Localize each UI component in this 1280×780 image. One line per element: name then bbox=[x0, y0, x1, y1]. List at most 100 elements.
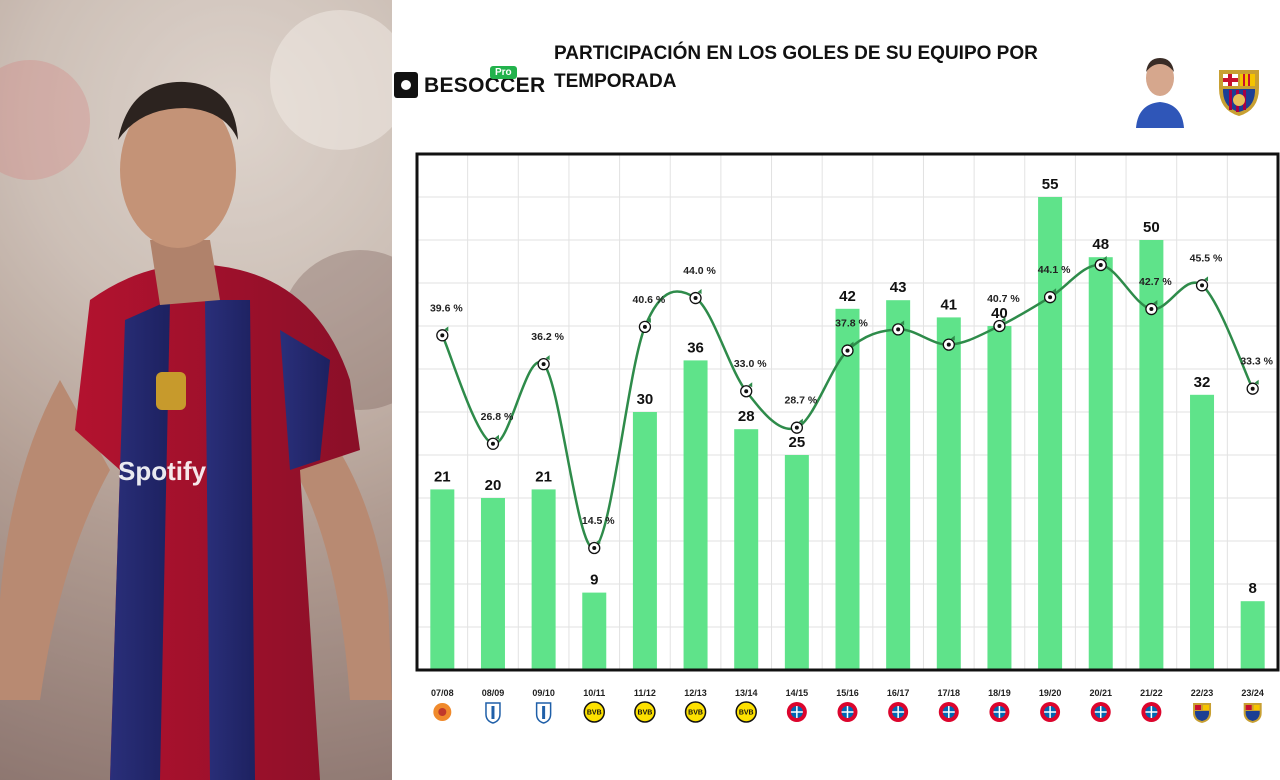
bayern-munich-crest-icon bbox=[837, 702, 858, 722]
soccer-ball-icon bbox=[689, 289, 702, 305]
chart-title: PARTICIPACIÓN EN LOS GOLES DE SU EQUIPO … bbox=[554, 43, 1038, 92]
ball-arrow bbox=[798, 418, 803, 424]
soccer-ball-icon bbox=[436, 326, 449, 342]
ball-patch bbox=[1048, 295, 1053, 300]
club-icons: BVB BVB BVB BVB bbox=[433, 701, 1262, 724]
bar-value-label: 43 bbox=[890, 279, 907, 296]
ball-arrow bbox=[1052, 288, 1057, 294]
bayern-munich-crest-icon bbox=[888, 702, 909, 722]
ball-arrow bbox=[748, 382, 753, 388]
soccer-ball-icon bbox=[486, 434, 500, 450]
bar-13-14 bbox=[734, 429, 759, 670]
bar-07-08 bbox=[430, 489, 455, 670]
borussia-dortmund-crest-icon: BVB bbox=[735, 701, 757, 723]
crest-letters: BVB bbox=[587, 710, 602, 717]
player-photo-illustration: Spotify bbox=[0, 0, 392, 780]
bar-18-19 bbox=[987, 326, 1012, 670]
bayern-munich-crest-icon bbox=[786, 702, 807, 722]
fc-barcelona-small-crest-icon bbox=[1193, 703, 1212, 723]
ball-patch bbox=[744, 389, 749, 394]
bar-value-label: 9 bbox=[590, 572, 598, 589]
ball-patch bbox=[1149, 307, 1154, 312]
share-value-label: 28.7 % bbox=[785, 395, 818, 407]
bars bbox=[430, 197, 1265, 670]
ball-arrow bbox=[849, 341, 854, 347]
svg-text:Spotify: Spotify bbox=[118, 456, 207, 486]
ball-arrow bbox=[596, 539, 601, 544]
crest-cross bbox=[1195, 705, 1202, 710]
bar-value-label: 55 bbox=[1042, 176, 1059, 193]
bayern-munich-crest-icon bbox=[989, 702, 1010, 722]
bar-08-09 bbox=[480, 498, 505, 670]
ball-arrow bbox=[444, 326, 449, 332]
bar-value-label: 48 bbox=[1092, 236, 1109, 253]
player-photo: Spotify bbox=[0, 0, 392, 780]
crest-diamonds bbox=[1044, 706, 1057, 718]
share-labels: 39.6 % 26.8 % 36.2 % 14.5 % 40.6 % 44.0 % 33.0… bbox=[430, 252, 1274, 527]
bar-14-15 bbox=[784, 455, 809, 670]
soccer-ball-icon bbox=[942, 335, 955, 351]
bar-value-label: 21 bbox=[535, 468, 552, 485]
bayern-munich-crest-icon bbox=[1040, 702, 1061, 722]
crest-senyera bbox=[1253, 705, 1260, 710]
x-tick-label: 23/24 bbox=[1241, 688, 1264, 698]
crest-blaugrana bbox=[1245, 711, 1260, 721]
x-tick-label: 15/16 bbox=[836, 688, 859, 698]
soccer-ball-icon bbox=[638, 317, 652, 334]
ball-patch bbox=[896, 327, 901, 332]
x-tick-label: 17/18 bbox=[938, 688, 961, 698]
x-tick-label: 08/09 bbox=[482, 688, 505, 698]
bar-10-11 bbox=[582, 592, 607, 670]
crest-stripe bbox=[491, 706, 495, 719]
crest-letters: BVB bbox=[739, 710, 754, 717]
ball-patch bbox=[1200, 283, 1205, 288]
ball-patch bbox=[946, 342, 951, 347]
bar-20-21 bbox=[1088, 257, 1113, 670]
x-tick-label: 09/10 bbox=[532, 688, 555, 698]
bayern-munich-crest-icon bbox=[938, 702, 959, 722]
x-tick-label: 21/22 bbox=[1140, 688, 1163, 698]
x-tick-label: 10/11 bbox=[583, 688, 605, 698]
znicz-pruszkow-crest-icon bbox=[433, 703, 452, 721]
lech-poznan-crest-icon bbox=[485, 702, 501, 724]
soccer-ball-icon bbox=[1145, 300, 1158, 316]
soccer-ball-icon bbox=[1195, 276, 1209, 292]
share-value-label: 40.6 % bbox=[633, 294, 666, 306]
ball-arrow bbox=[1204, 276, 1209, 282]
share-value-label: 14.5 % bbox=[582, 515, 615, 527]
crest-diamonds bbox=[942, 706, 955, 718]
share-value-label: 33.0 % bbox=[734, 358, 767, 370]
soccer-ball-icon bbox=[588, 539, 601, 555]
bar-11-12 bbox=[632, 412, 657, 670]
chart-frame bbox=[415, 152, 1280, 672]
fc-barcelona-crest-icon bbox=[1219, 70, 1259, 116]
crest-diamonds bbox=[1094, 706, 1107, 718]
crest-senyera bbox=[1203, 705, 1210, 710]
borussia-dortmund-crest-icon: BVB bbox=[634, 701, 656, 723]
besoccer-logo-icon bbox=[394, 72, 418, 98]
ball-arrow bbox=[1153, 300, 1158, 306]
ball-arrow bbox=[1001, 317, 1006, 323]
ball-patch bbox=[794, 425, 799, 430]
soccer-ball-icon bbox=[537, 355, 550, 371]
lech-poznan-crest-icon bbox=[535, 702, 552, 724]
ball-patch bbox=[541, 362, 546, 367]
x-tick-label: 14/15 bbox=[786, 688, 809, 698]
crest-ring bbox=[684, 701, 707, 723]
soccer-ball-icon bbox=[1043, 288, 1057, 304]
ball-arrow bbox=[545, 355, 550, 361]
crest-cross bbox=[1245, 705, 1252, 710]
bar-value-label: 40 bbox=[991, 305, 1008, 322]
share-value-label: 44.1 % bbox=[1038, 264, 1071, 276]
bar-value-label: 50 bbox=[1143, 219, 1160, 236]
crest-diamonds bbox=[841, 706, 854, 718]
crest-blaugrana bbox=[1195, 711, 1210, 721]
x-tick-label: 18/19 bbox=[988, 688, 1011, 698]
brand-badge: Pro bbox=[490, 66, 517, 79]
bar-value-label: 20 bbox=[485, 477, 502, 494]
player-avatar bbox=[1136, 58, 1184, 128]
bar-value-label: 25 bbox=[789, 434, 806, 451]
x-tick-label: 16/17 bbox=[887, 688, 910, 698]
bar-19-20 bbox=[1038, 197, 1063, 670]
